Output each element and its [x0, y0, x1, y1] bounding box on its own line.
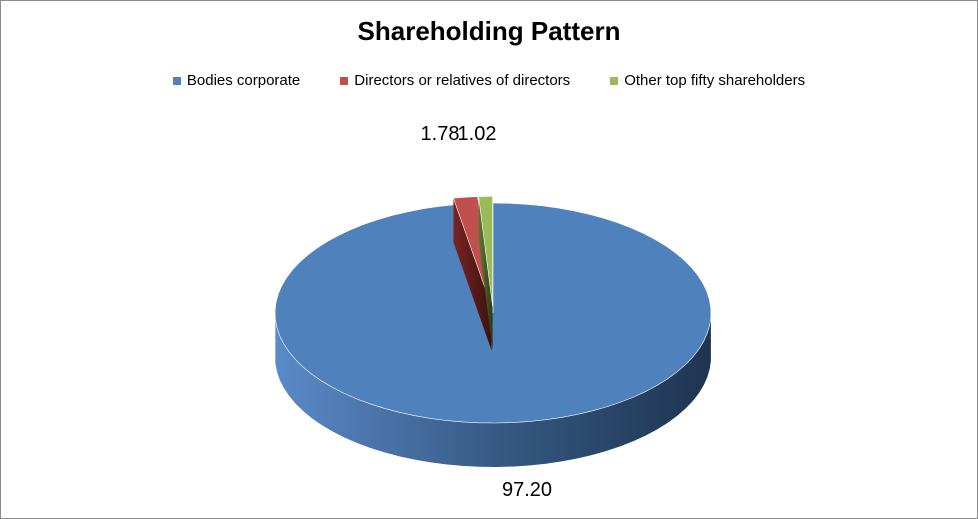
data-label-other-top-fifty: 1.02 — [458, 123, 497, 145]
data-label-bodies-corporate: 97.20 — [502, 479, 552, 501]
legend: Bodies corporate Directors or relatives … — [0, 72, 978, 89]
legend-item-bodies-corporate: Bodies corporate — [172, 72, 301, 89]
legend-label: Other top fifty shareholders — [624, 72, 806, 89]
legend-item-other-top-fifty: Other top fifty shareholders — [610, 72, 805, 89]
legend-label: Bodies corporate — [186, 72, 301, 89]
data-label-directors: 1.78 — [421, 123, 460, 145]
legend-swatch — [610, 76, 619, 85]
pie-slice-directors — [452, 196, 492, 307]
chart-title: Shareholding Pattern — [357, 16, 621, 46]
pie-side-bodies-corporate — [275, 316, 711, 467]
pie-wall-other-top-fifty — [478, 196, 493, 351]
legend-item-directors: Directors or relatives of directors — [340, 72, 570, 89]
pie-slice-other-top-fifty — [478, 196, 493, 307]
pie-slice-bodies-corporate — [274, 202, 712, 424]
legend-swatch — [172, 76, 181, 85]
legend-label: Directors or relatives of directors — [354, 72, 571, 89]
legend-swatch — [340, 76, 349, 85]
pie-wall-directors — [453, 198, 492, 351]
